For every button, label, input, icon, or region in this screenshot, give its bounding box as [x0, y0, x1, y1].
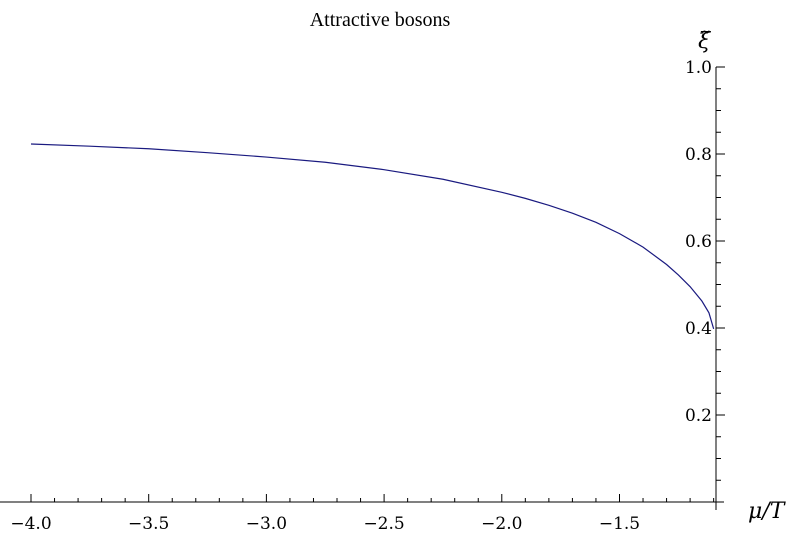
y-axis-label: ξ̃ [698, 29, 712, 54]
series-line [30, 143, 715, 330]
axes: −4.0 −3.5 −3.0 −2.5 −2.0 −1.5 0.2 0.4 0.6 0.8 1.0 [0, 58, 725, 534]
x-tick-label: −2.0 [481, 514, 522, 534]
y-tick-label: 0.2 [685, 406, 712, 426]
y-tick-label: 0.4 [685, 319, 712, 339]
x-tick-label: −3.0 [246, 514, 287, 534]
x-tick-label: −3.5 [128, 514, 169, 534]
y-tick-label: 1.0 [685, 58, 712, 78]
series-layer [30, 143, 715, 330]
y-tick-label: 0.6 [685, 232, 712, 252]
x-tick-label: −2.5 [363, 514, 404, 534]
x-tick-label: −4.0 [10, 514, 51, 534]
x-axis-label: μ/T [748, 499, 787, 524]
chart-title: Attractive bosons [310, 9, 451, 31]
x-tick-label: −1.5 [599, 514, 640, 534]
y-tick-label: 0.8 [685, 145, 712, 165]
